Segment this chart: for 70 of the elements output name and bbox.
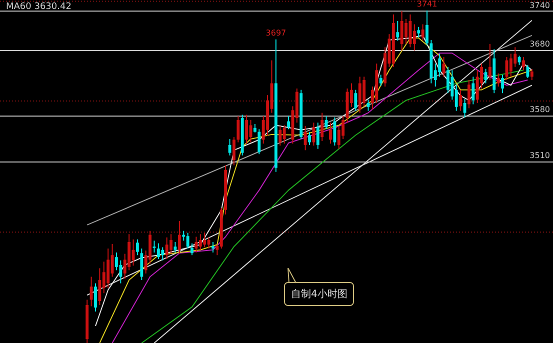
candlestick — [236, 116, 240, 143]
candlestick — [526, 64, 530, 79]
candlestick — [354, 89, 358, 112]
annotation: 自制4小时图 — [284, 282, 354, 306]
annotation: 3697 — [266, 28, 286, 38]
candlestick — [136, 238, 139, 256]
candlestick — [278, 125, 282, 146]
candlestick — [467, 80, 470, 109]
candlestick — [488, 43, 492, 81]
candlestick — [476, 70, 479, 104]
candlestick — [304, 125, 307, 151]
candlestick — [408, 14, 412, 48]
candlestick — [400, 10, 404, 51]
candlestick — [501, 74, 504, 94]
candlestick — [417, 26, 420, 38]
candlestick — [90, 276, 93, 307]
candlestick — [324, 116, 328, 130]
candlestick — [152, 240, 156, 253]
candlestick — [198, 234, 202, 250]
annotation: 3741 — [416, 0, 438, 9]
candlestick — [472, 76, 475, 105]
candlestick — [509, 53, 512, 78]
candlestick — [174, 242, 177, 253]
candlestick — [514, 46, 517, 68]
ref-line-label: 3580 — [530, 105, 550, 114]
candlestick — [333, 116, 336, 146]
candlestick — [530, 68, 534, 81]
candlestick — [203, 232, 206, 248]
candlestick — [316, 122, 320, 150]
candlestick — [232, 136, 236, 166]
candlestick — [94, 282, 97, 312]
candlestick — [212, 242, 214, 253]
candlestick — [282, 124, 286, 144]
ref-line-label: 3740 — [530, 1, 550, 10]
candlestick — [312, 122, 316, 146]
candlestick — [194, 236, 198, 253]
candlestick — [446, 66, 450, 94]
candlestick — [207, 236, 210, 250]
candlestick — [156, 242, 160, 260]
candlestick — [496, 72, 500, 88]
candlestick — [140, 248, 144, 281]
candlestick — [178, 220, 181, 254]
text: MA60 3630.42 — [6, 2, 72, 12]
candlestick — [396, 20, 400, 42]
candlestick — [165, 236, 168, 260]
candlestick — [106, 248, 110, 288]
candlestick — [379, 74, 382, 86]
candlestick — [438, 53, 442, 78]
candlestick — [320, 112, 324, 142]
candlestick — [412, 24, 416, 51]
candlestick — [98, 268, 102, 306]
ref-line-label: 3510 — [530, 151, 550, 160]
candlestick — [245, 114, 248, 144]
candlestick — [362, 76, 366, 107]
candlestick — [258, 128, 261, 155]
candlestick — [459, 89, 462, 112]
candlestick — [161, 246, 164, 261]
candlestick — [190, 242, 194, 256]
candlestick — [426, 10, 428, 46]
candlestick — [404, 18, 408, 44]
candlestick — [170, 234, 172, 254]
candlestick — [421, 24, 424, 42]
candlestick — [119, 260, 122, 284]
candlestick — [522, 56, 525, 71]
candlestick — [308, 131, 311, 146]
candlestick — [518, 55, 521, 66]
ref-line-label: 3680 — [530, 40, 550, 49]
candlestick — [329, 122, 332, 144]
candlestick — [186, 232, 190, 250]
candlestick — [287, 116, 290, 130]
